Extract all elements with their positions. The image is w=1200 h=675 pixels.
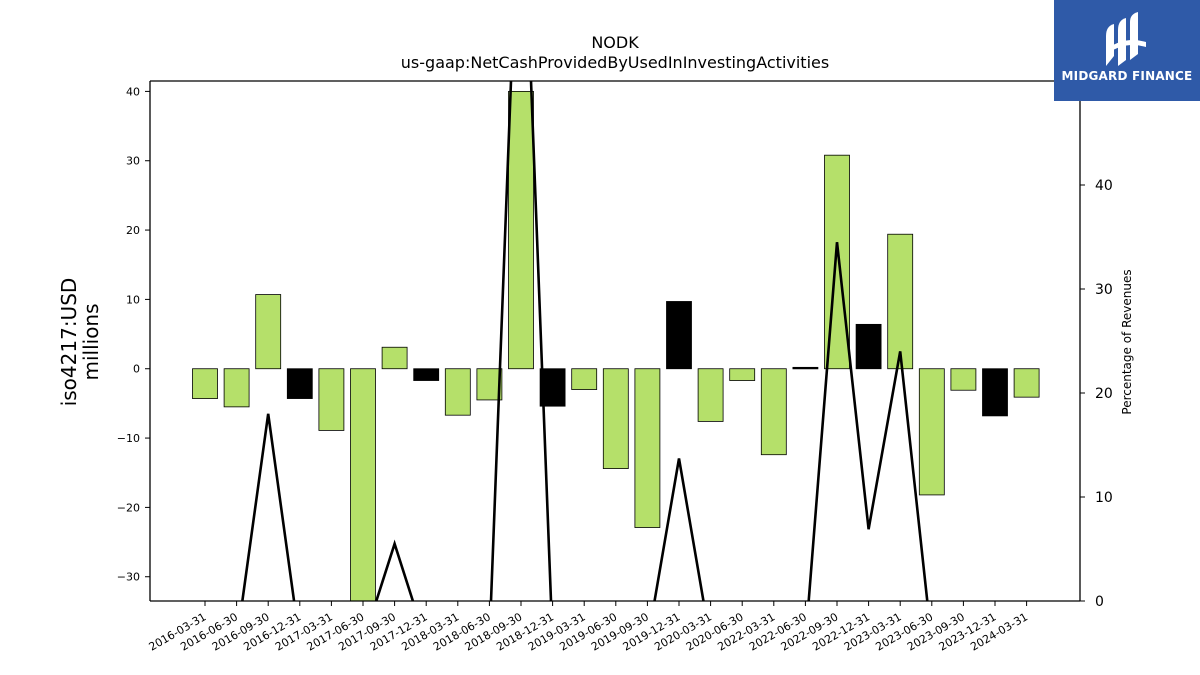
y2-tick-label: 30 <box>1095 282 1113 298</box>
logo-text: MIDGARD FINANCE <box>1061 69 1193 83</box>
bar <box>855 323 882 370</box>
logo-mark-icon <box>1106 12 1146 66</box>
bar <box>413 368 440 381</box>
bar <box>760 368 787 456</box>
bar <box>1013 368 1040 398</box>
bar <box>792 366 819 370</box>
bar <box>887 233 914 370</box>
bar <box>982 368 1008 417</box>
bar <box>476 368 503 401</box>
y2-axis-label: Percentage of Revenues <box>1120 269 1134 414</box>
y-tick-label: −20 <box>117 501 140 514</box>
y-tick-label: −30 <box>117 571 140 584</box>
bar <box>255 294 282 370</box>
y2-tick-label: 20 <box>1095 386 1113 402</box>
bar <box>381 346 408 370</box>
chart-title: NODK <box>591 33 639 52</box>
y2-tick-label: 40 <box>1095 178 1113 194</box>
bar <box>697 368 724 422</box>
y2-tick-label: 10 <box>1095 490 1113 506</box>
bar <box>286 368 313 399</box>
y-tick-label: −10 <box>117 432 140 445</box>
bar <box>444 368 471 416</box>
bar <box>571 368 598 390</box>
bar <box>192 368 218 399</box>
y2-tick-label: 0 <box>1095 594 1104 610</box>
y-tick-label: 40 <box>126 85 140 98</box>
y-tick-label: 30 <box>126 155 140 168</box>
bar <box>918 368 945 496</box>
bar <box>508 91 534 370</box>
y-tick-label: 20 <box>126 224 140 237</box>
y-tick-label: 0 <box>133 363 140 376</box>
bar <box>602 368 629 469</box>
bar <box>634 368 661 528</box>
percentage-line <box>241 81 929 601</box>
y-tick-label: 10 <box>126 293 140 306</box>
bar <box>223 368 250 408</box>
midgard-finance-logo: MIDGARD FINANCE <box>1054 0 1200 101</box>
y-axis-label: iso4217:USDmillions <box>57 278 103 407</box>
bar <box>950 368 977 391</box>
bar <box>350 368 376 601</box>
bar <box>666 301 692 370</box>
bar <box>729 368 756 381</box>
bar <box>318 368 345 431</box>
chart-subtitle: us-gaap:NetCashProvidedByUsedInInvesting… <box>401 53 829 72</box>
